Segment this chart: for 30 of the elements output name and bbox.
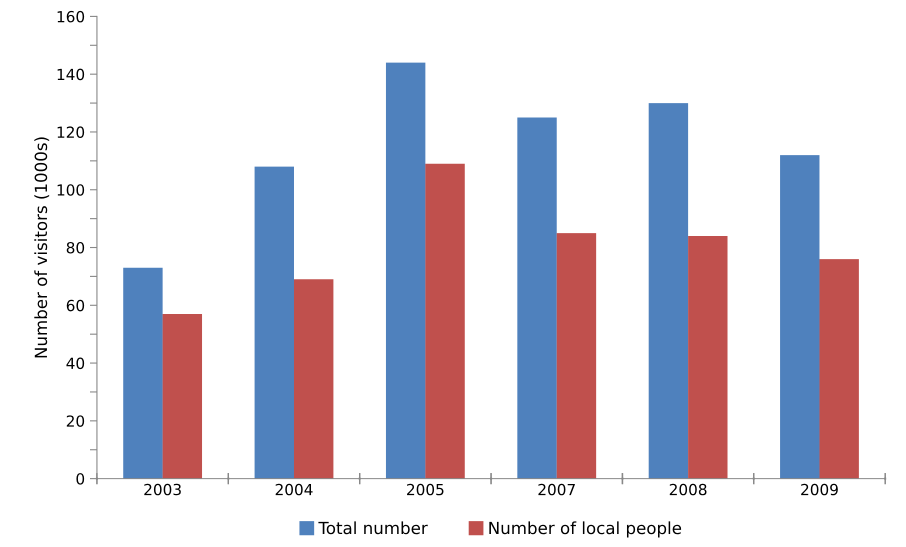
- y-tick-label: 100: [58, 184, 84, 196]
- bar: [648, 103, 688, 479]
- y-tick-label: 20: [66, 415, 84, 427]
- y-tick-label: 0: [76, 473, 84, 485]
- x-tick-label: 2009: [801, 484, 838, 496]
- y-tick-label: 80: [66, 242, 84, 254]
- x-tick-label: 2004: [276, 484, 313, 496]
- bar: [294, 279, 334, 479]
- legend-label: Number of local people: [489, 521, 682, 538]
- bar: [780, 155, 820, 479]
- y-axis-title: Number of visitors (1000s): [34, 137, 50, 358]
- bar: [386, 62, 426, 479]
- x-tick-label: 2007: [538, 484, 575, 496]
- bar: [517, 118, 557, 479]
- y-tick-label: 140: [58, 68, 84, 80]
- legend-label: Total number: [318, 521, 428, 534]
- bar: [688, 236, 728, 479]
- bar: [819, 259, 859, 479]
- y-tick-label: 160: [58, 10, 84, 22]
- x-tick-label: 2005: [407, 484, 444, 496]
- y-tick-label: 60: [66, 300, 84, 312]
- bar: [162, 314, 202, 479]
- bar: [123, 268, 163, 479]
- x-tick-label: 2003: [144, 484, 181, 496]
- y-tick-label: 120: [58, 126, 84, 138]
- bar: [556, 233, 596, 479]
- y-tick-label: 40: [66, 358, 84, 370]
- bar: [425, 164, 465, 479]
- x-tick-label: 2008: [670, 484, 706, 496]
- bar: [254, 166, 294, 479]
